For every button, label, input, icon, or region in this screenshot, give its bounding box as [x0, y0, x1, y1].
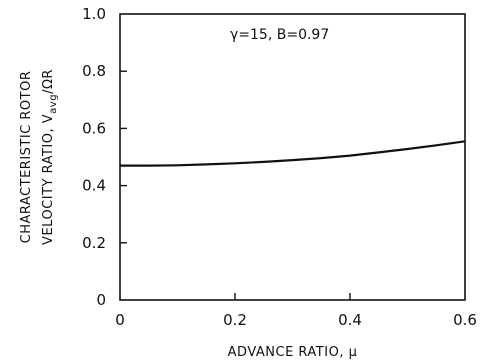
x-tick-label: 0.4: [338, 311, 362, 329]
x-tick-label: 0.6: [453, 311, 477, 329]
plot-frame: [119, 13, 466, 301]
y-axis-label-line1: CHARACTERISTIC ROTOR: [19, 71, 34, 244]
y-axis-label-subscript: avg: [48, 94, 59, 114]
annotation-text: γ=15, B=0.97: [230, 27, 329, 43]
y-tick-label: 0.2: [82, 234, 106, 252]
x-tick-label: 0: [115, 311, 125, 329]
y-tick-label: 0.6: [82, 119, 106, 137]
x-axis-label: ADVANCE RATIO, μ: [228, 345, 358, 360]
tick-group: 0 0.2 0.4 0.6 0 0.2 0.4 0.6 0.8 1.0: [82, 5, 477, 329]
y-tick-label: 0.8: [82, 62, 106, 80]
y-axis-label-line2-main: VELOCITY RATIO, V: [41, 114, 56, 245]
y-tick-label: 1.0: [82, 5, 106, 23]
series-line: [120, 140, 466, 167]
y-tick-label: 0: [96, 291, 106, 309]
y-axis-label-line2: VELOCITY RATIO, Vavg/ΩR: [41, 69, 59, 245]
y-axis-label-tail: /ΩR: [41, 69, 56, 94]
y-tick-label: 0.4: [82, 177, 106, 195]
x-tick-label: 0.2: [223, 311, 247, 329]
